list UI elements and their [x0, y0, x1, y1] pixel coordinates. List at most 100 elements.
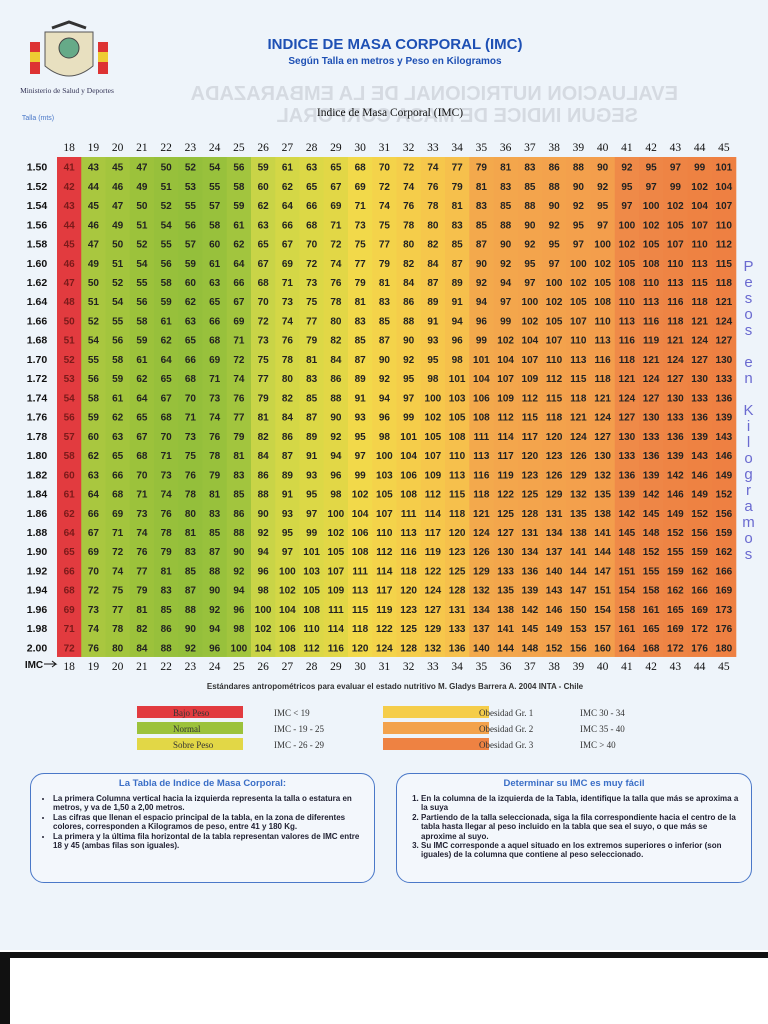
weight-cell: 69 — [233, 316, 245, 327]
weight-cell: 97 — [597, 220, 609, 231]
weight-cell: 72 — [64, 643, 76, 654]
weight-cell: 150 — [570, 605, 587, 616]
weight-cell: 152 — [643, 547, 660, 558]
imc-header: 19 — [88, 142, 100, 154]
weight-cell: 43 — [88, 163, 100, 174]
weight-cell: 81 — [476, 182, 488, 193]
weight-cell: 83 — [306, 374, 318, 385]
weight-cell: 111 — [401, 509, 417, 520]
info-item: Las cifras que llenan el espacio princip… — [53, 813, 364, 832]
legend-label: Obesidad Gr. 1 — [479, 708, 533, 718]
imc-header: 28 — [306, 142, 318, 154]
info-list: En la columna de la izquierda de la Tabl… — [407, 794, 741, 860]
weight-cell: 144 — [570, 566, 587, 577]
weight-cell: 74 — [136, 528, 148, 539]
weight-cell: 62 — [88, 451, 100, 462]
height-cell: 1.84 — [27, 489, 48, 501]
weight-cell: 159 — [716, 528, 733, 539]
weight-cell: 92 — [403, 355, 415, 366]
weight-cell: 97 — [500, 297, 512, 308]
weight-cell: 158 — [619, 605, 636, 616]
weight-cell: 54 — [112, 297, 124, 308]
weight-cell: 71 — [233, 336, 245, 347]
weight-cell: 145 — [643, 509, 660, 520]
weight-cell: 136 — [667, 432, 684, 443]
height-cell: 1.54 — [27, 200, 48, 212]
weight-cell: 119 — [643, 336, 660, 347]
weight-cell: 110 — [546, 355, 563, 366]
weight-cell: 94 — [476, 297, 488, 308]
weight-cell: 113 — [692, 259, 709, 270]
weight-cell: 51 — [64, 336, 76, 347]
imc-footer: 35 — [476, 661, 488, 673]
weight-cell: 87 — [185, 586, 197, 597]
weight-cell: 162 — [667, 586, 684, 597]
imc-header: 18 — [63, 142, 75, 154]
legend-range: IMC 35 - 40 — [580, 724, 625, 734]
weight-cell: 89 — [306, 432, 318, 443]
column-band — [663, 157, 688, 657]
weight-cell: 98 — [233, 624, 245, 635]
weight-cell: 72 — [330, 240, 342, 251]
weight-cell: 135 — [570, 509, 587, 520]
column-band — [566, 157, 591, 657]
weight-cell: 94 — [209, 624, 221, 635]
weight-cell: 161 — [643, 605, 660, 616]
weight-cell: 58 — [161, 278, 173, 289]
legend-label: Sobre Peso — [173, 740, 214, 750]
weight-cell: 78 — [161, 528, 173, 539]
weight-cell: 73 — [209, 393, 221, 404]
weight-cell: 162 — [691, 566, 708, 577]
weight-cell: 118 — [716, 278, 733, 289]
weight-cell: 88 — [233, 528, 245, 539]
weight-cell: 100 — [328, 509, 345, 520]
weight-cell: 68 — [136, 451, 148, 462]
weight-cell: 100 — [425, 393, 442, 404]
legend-swatch — [383, 706, 489, 718]
weight-cell: 88 — [500, 220, 512, 231]
weight-cell: 76 — [161, 509, 173, 520]
weight-cell: 109 — [425, 470, 442, 481]
weight-cell: 62 — [282, 182, 294, 193]
weight-cell: 155 — [643, 566, 660, 577]
weight-cell: 172 — [667, 643, 684, 654]
column-band — [129, 157, 155, 657]
weight-cell: 96 — [476, 316, 488, 327]
weight-cell: 124 — [619, 393, 636, 404]
weight-cell: 92 — [233, 566, 245, 577]
weight-cell: 87 — [427, 278, 439, 289]
weight-cell: 83 — [185, 547, 197, 558]
weight-cell: 95 — [306, 490, 318, 501]
weight-cell: 85 — [476, 220, 488, 231]
weight-cell: 127 — [716, 336, 733, 347]
weight-cell: 68 — [209, 336, 221, 347]
weight-cell: 72 — [306, 259, 318, 270]
weight-cell: 128 — [400, 643, 417, 654]
weight-cell: 124 — [376, 643, 393, 654]
weight-cell: 49 — [88, 259, 100, 270]
weight-cell: 130 — [594, 451, 611, 462]
weight-cell: 80 — [185, 509, 197, 520]
weight-cell: 110 — [570, 336, 587, 347]
weight-cell: 79 — [209, 470, 221, 481]
weight-cell: 142 — [619, 509, 636, 520]
legend-label: Obesidad Gr. 2 — [479, 724, 533, 734]
weight-cell: 102 — [352, 490, 369, 501]
weight-cell: 62 — [64, 509, 76, 520]
weight-cell: 68 — [306, 220, 318, 231]
weight-cell: 133 — [497, 566, 514, 577]
weight-cell: 121 — [691, 316, 708, 327]
weight-cell: 45 — [88, 201, 100, 212]
weight-cell: 139 — [716, 413, 733, 424]
weight-cell: 110 — [692, 240, 709, 251]
weight-cell: 51 — [161, 182, 173, 193]
weight-cell: 152 — [667, 528, 684, 539]
weight-cell: 50 — [64, 316, 76, 327]
weight-cell: 56 — [185, 220, 197, 231]
weight-cell: 78 — [403, 220, 415, 231]
weight-cell: 156 — [570, 643, 587, 654]
weight-cell: 76 — [330, 278, 342, 289]
weight-cell: 52 — [64, 355, 76, 366]
weight-cell: 62 — [136, 374, 148, 385]
weight-cell: 121 — [667, 336, 684, 347]
